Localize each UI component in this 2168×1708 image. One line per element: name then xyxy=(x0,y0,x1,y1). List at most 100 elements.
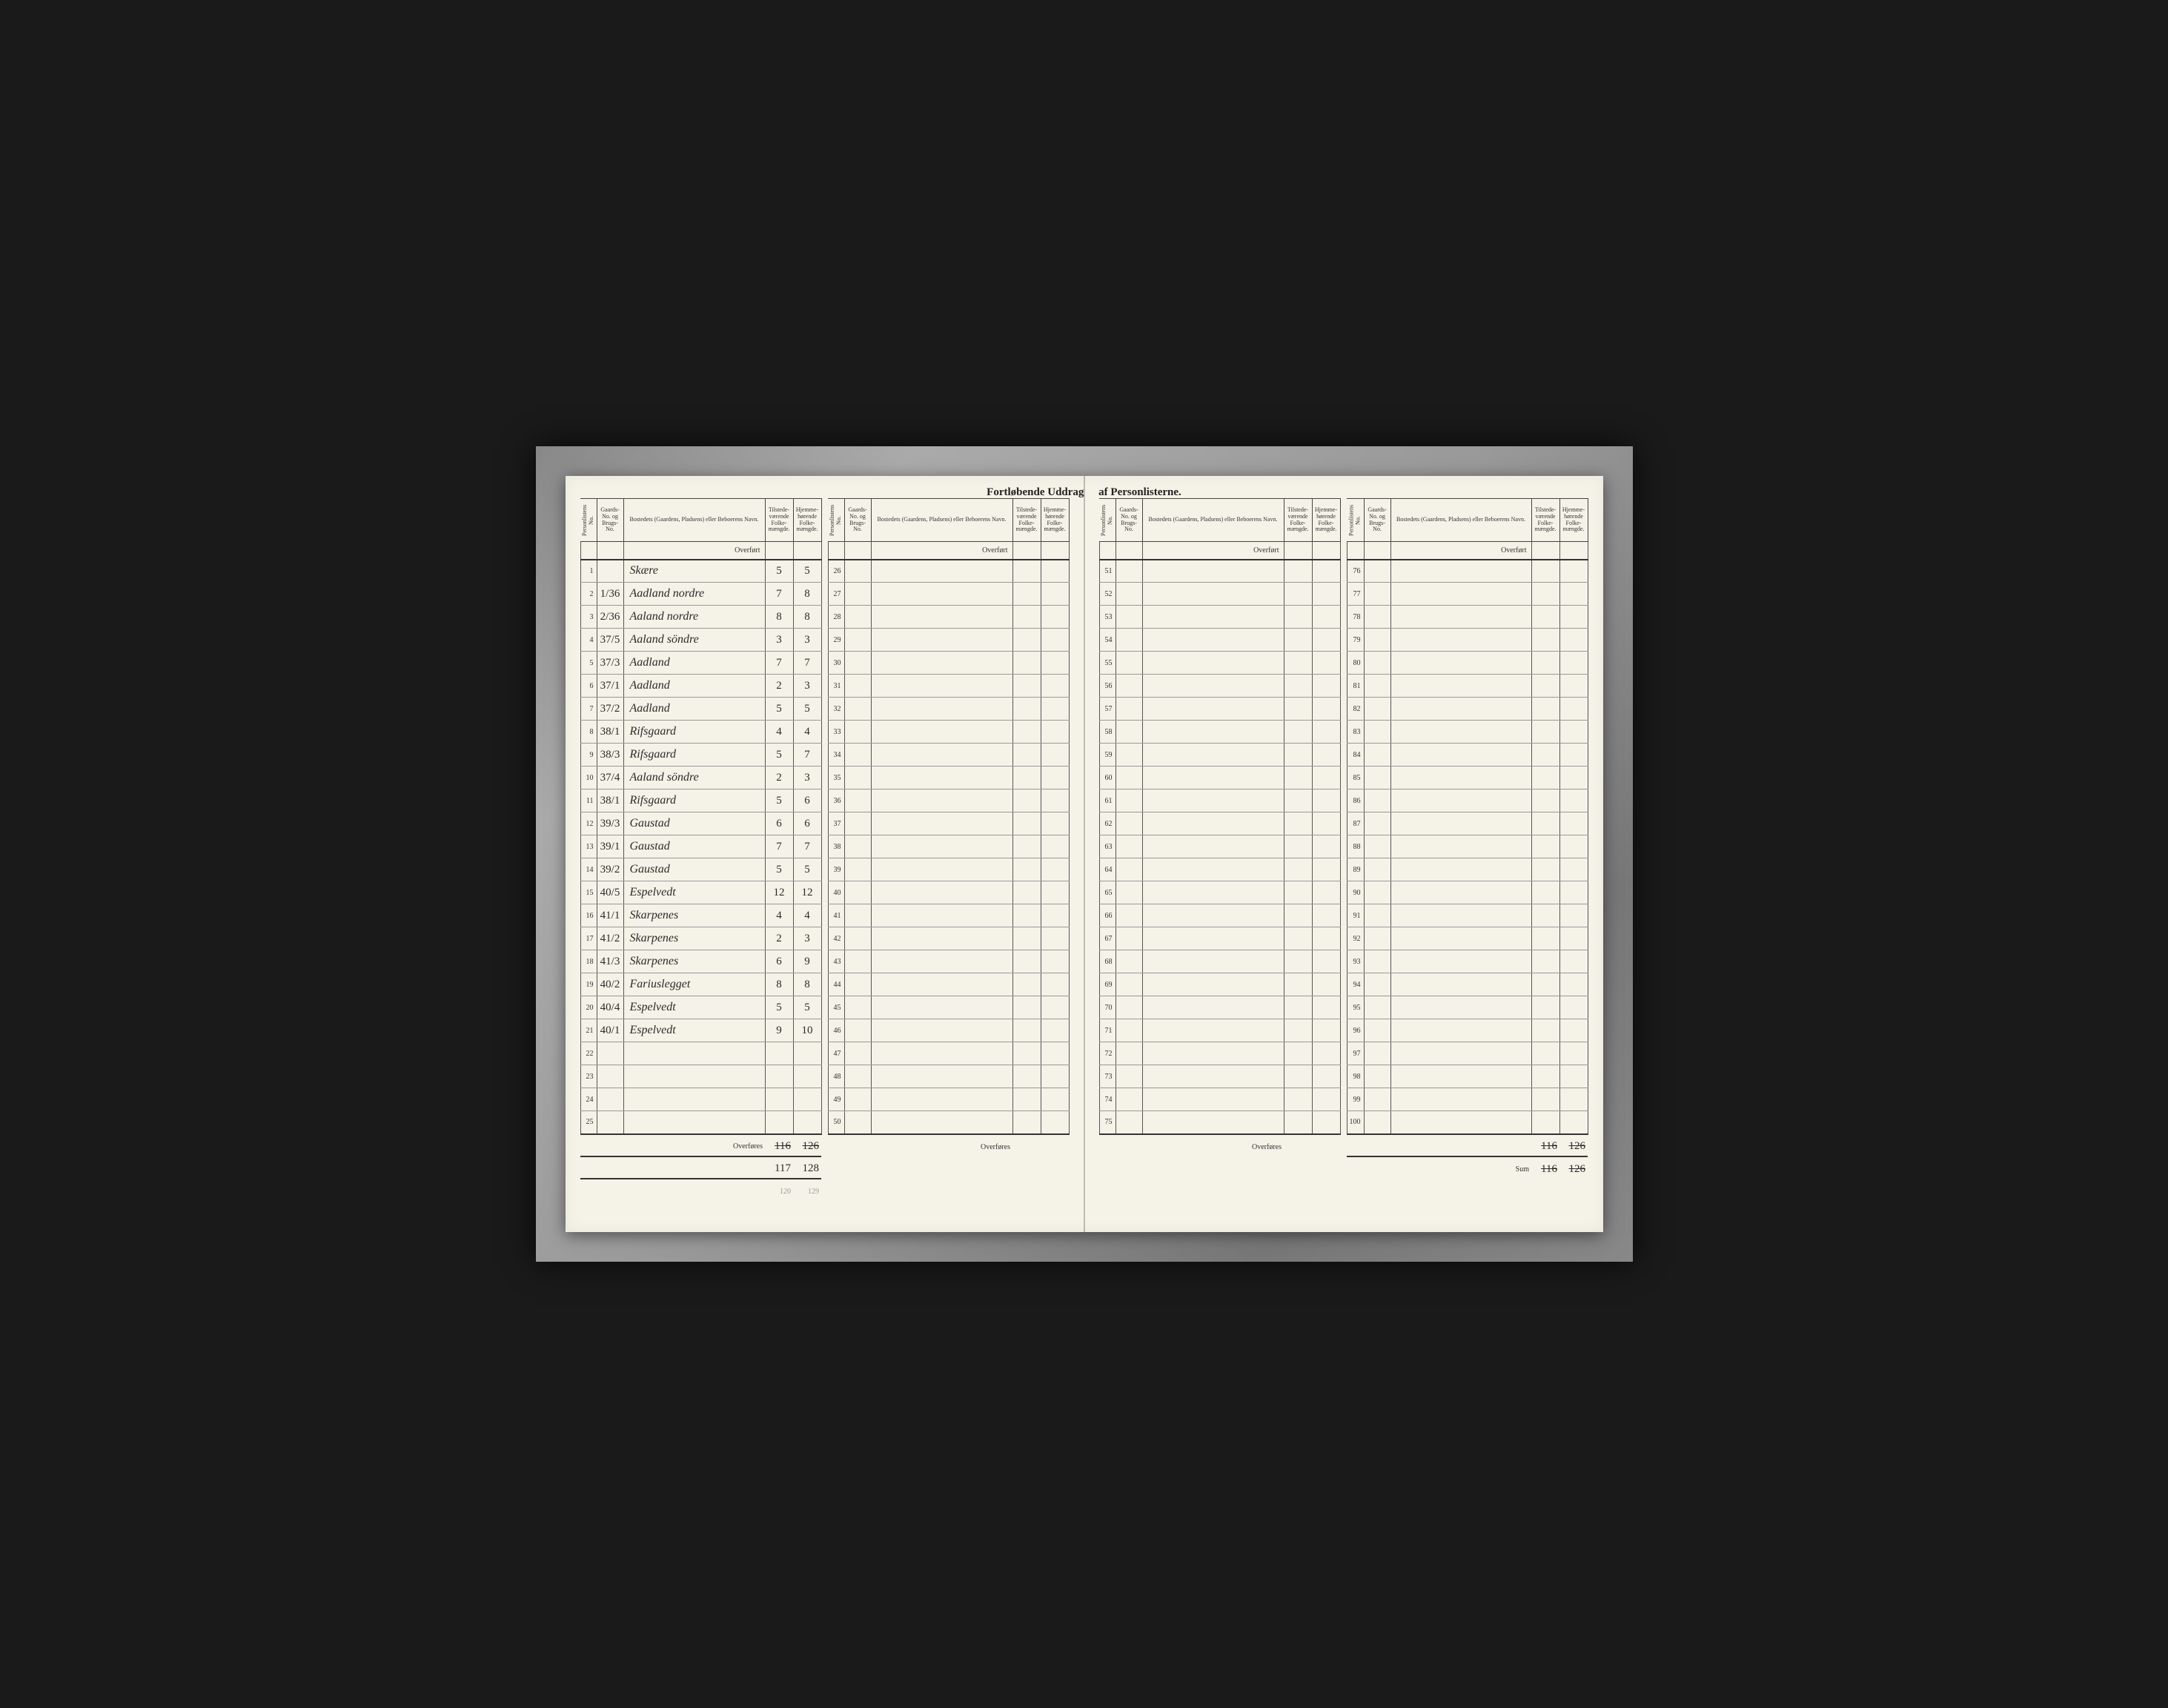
gaard-no: 40/2 xyxy=(597,973,623,996)
ledger-row: 95 xyxy=(1347,996,1588,1019)
row-number: 20 xyxy=(580,996,597,1019)
title-right: af Personlisterne. xyxy=(1098,486,1181,499)
tilstede-value: 2 xyxy=(765,767,793,790)
ledger-row: 66 xyxy=(1099,904,1340,927)
row-number: 9 xyxy=(580,744,597,767)
ledger-row: 27 xyxy=(828,583,1069,606)
hjemme-value: 5 xyxy=(793,560,821,583)
ledger-row: 85 xyxy=(1347,767,1588,790)
header-bosted: Bostedets (Gaardens, Pladsens) eller Beb… xyxy=(1142,499,1284,542)
row-number: 49 xyxy=(828,1088,844,1111)
row-number: 34 xyxy=(828,744,844,767)
carry-note: 120 129 xyxy=(580,1179,821,1201)
row-number: 100 xyxy=(1347,1111,1364,1134)
hjemme-value: 3 xyxy=(793,629,821,652)
bosted-name: Rifsgaard xyxy=(623,744,765,767)
sum-h-struck: 126 xyxy=(1559,1134,1588,1156)
row-number: 47 xyxy=(828,1042,844,1065)
row-number: 29 xyxy=(828,629,844,652)
header-hjemme: Hjemme-hørende Folke-mængde. xyxy=(1312,499,1340,542)
ledger-row: 76 xyxy=(1347,560,1588,583)
ledger-row: 88 xyxy=(1347,835,1588,858)
bosted-name xyxy=(623,1042,765,1065)
row-number: 43 xyxy=(828,950,844,973)
row-number: 81 xyxy=(1347,675,1364,698)
header-person-no: Personlistens No. xyxy=(1099,499,1116,542)
gaard-no: 39/2 xyxy=(597,858,623,881)
ledger-row: 79 xyxy=(1347,629,1588,652)
row-number: 87 xyxy=(1347,812,1364,835)
row-number: 64 xyxy=(1099,858,1116,881)
row-number: 3 xyxy=(580,606,597,629)
ledger-row: 1 Skære 5 5 xyxy=(580,560,821,583)
ledger-row: 63 xyxy=(1099,835,1340,858)
bosted-name: Gaustad xyxy=(623,858,765,881)
bosted-name: Aadland xyxy=(623,675,765,698)
photo-frame: Fortløbende Uddrag af Personlisterne. Pe… xyxy=(536,446,1633,1262)
ledger-row: 96 xyxy=(1347,1019,1588,1042)
ledger-row: 43 xyxy=(828,950,1069,973)
bosted-name: Aaland söndre xyxy=(623,629,765,652)
hjemme-value: 6 xyxy=(793,812,821,835)
tilstede-value: 5 xyxy=(765,698,793,721)
tilstede-value xyxy=(765,1111,793,1134)
row-number: 86 xyxy=(1347,790,1364,812)
overfort-label: Overført xyxy=(871,542,1012,560)
row-number: 75 xyxy=(1099,1111,1116,1134)
gaard-no xyxy=(597,1065,623,1088)
ledger-row: 33 xyxy=(828,721,1069,744)
ledger-row: 92 xyxy=(1347,927,1588,950)
row-number: 42 xyxy=(828,927,844,950)
ledger-row: 61 xyxy=(1099,790,1340,812)
header-gaard-no: Gaards-No. og Brugs-No. xyxy=(1116,499,1142,542)
tilstede-value: 8 xyxy=(765,606,793,629)
gaard-no: 38/1 xyxy=(597,790,623,812)
ledger-row: 90 xyxy=(1347,881,1588,904)
ledger-row: 100 xyxy=(1347,1111,1588,1134)
tilstede-value: 5 xyxy=(765,858,793,881)
ledger-row: 38 xyxy=(828,835,1069,858)
ledger-book: Fortløbende Uddrag af Personlisterne. Pe… xyxy=(566,476,1603,1232)
ledger-row: 31 xyxy=(828,675,1069,698)
ledger-row: 87 xyxy=(1347,812,1588,835)
ledger-row: 12 39/3 Gaustad 6 6 xyxy=(580,812,821,835)
header-hjemme: Hjemme-hørende Folke-mængde. xyxy=(1041,499,1069,542)
ledger-row: 69 xyxy=(1099,973,1340,996)
tilstede-value: 5 xyxy=(765,790,793,812)
gaard-no: 40/1 xyxy=(597,1019,623,1042)
row-number: 93 xyxy=(1347,950,1364,973)
row-number: 21 xyxy=(580,1019,597,1042)
ledger-row: 55 xyxy=(1099,652,1340,675)
ledger-row: 14 39/2 Gaustad 5 5 xyxy=(580,858,821,881)
row-number: 96 xyxy=(1347,1019,1364,1042)
hjemme-value: 6 xyxy=(793,790,821,812)
ledger-row: 59 xyxy=(1099,744,1340,767)
ledger-row: 17 41/2 Skarpenes 2 3 xyxy=(580,927,821,950)
tilstede-value: 6 xyxy=(765,950,793,973)
ledger-row: 5 37/3 Aadland 7 7 xyxy=(580,652,821,675)
gaard-no xyxy=(597,560,623,583)
row-number: 32 xyxy=(828,698,844,721)
row-number: 82 xyxy=(1347,698,1364,721)
gaard-no: 40/4 xyxy=(597,996,623,1019)
ledger-row: 42 xyxy=(828,927,1069,950)
overfores-label: Overføres xyxy=(1142,1134,1284,1156)
hjemme-value: 7 xyxy=(793,835,821,858)
row-number: 6 xyxy=(580,675,597,698)
row-number: 41 xyxy=(828,904,844,927)
book-title: Fortløbende Uddrag af Personlisterne. xyxy=(566,486,1603,499)
row-number: 94 xyxy=(1347,973,1364,996)
ledger-row: 18 41/3 Skarpenes 6 9 xyxy=(580,950,821,973)
bosted-name xyxy=(623,1111,765,1134)
bosted-name xyxy=(623,1065,765,1088)
row-number: 35 xyxy=(828,767,844,790)
row-number: 4 xyxy=(580,629,597,652)
tilstede-value: 4 xyxy=(765,721,793,744)
gaard-no: 39/3 xyxy=(597,812,623,835)
row-number: 65 xyxy=(1099,881,1116,904)
hjemme-value: 9 xyxy=(793,950,821,973)
row-number: 30 xyxy=(828,652,844,675)
tilstede-value: 2 xyxy=(765,927,793,950)
header-tilstede: Tilstede-værende Folke-mængde. xyxy=(1012,499,1041,542)
ledger-row: 44 xyxy=(828,973,1069,996)
